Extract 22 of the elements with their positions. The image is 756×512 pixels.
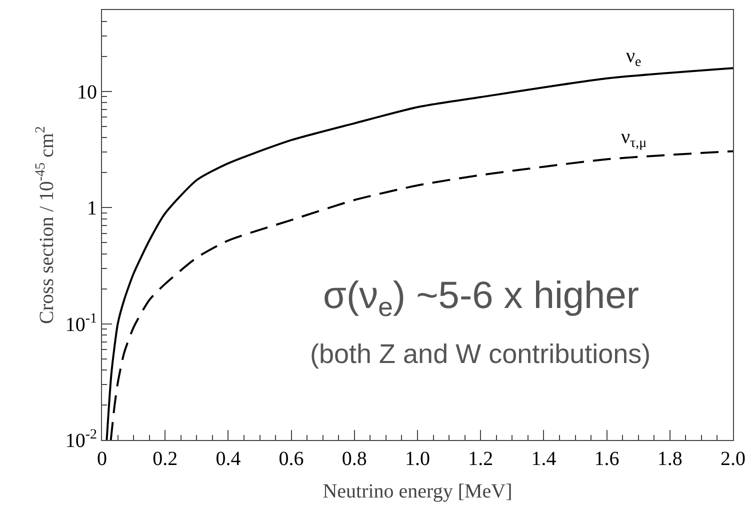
x-axis-title: Neutrino energy [MeV] bbox=[322, 480, 512, 502]
y-tick-label: 10$^{-1}$ bbox=[65, 311, 97, 336]
x-tick-label: 0.2 bbox=[152, 448, 178, 470]
x-tick-label: 1.6 bbox=[594, 448, 620, 470]
x-tick-label: 1.8 bbox=[657, 448, 682, 470]
annotation: (both Z and W contributions) bbox=[310, 339, 651, 369]
y-tick-label: 1 bbox=[87, 198, 97, 220]
x-tick-label: 0.6 bbox=[278, 448, 304, 470]
x-tick-label: 1.2 bbox=[468, 448, 494, 470]
y-tick-label: 10 bbox=[77, 81, 97, 104]
x-tick-label: 1.0 bbox=[405, 448, 430, 470]
x-tick-label: 0 bbox=[97, 448, 107, 470]
x-tick-label: 1.4 bbox=[531, 448, 556, 470]
x-tick-label: 0.8 bbox=[342, 448, 367, 470]
line-series bbox=[110, 150, 733, 440]
series-label: ν$_{e}$ bbox=[626, 45, 642, 70]
series-label: ν$_{τ,μ}$ bbox=[621, 126, 647, 152]
y-tick-label: 10$^{-2}$ bbox=[65, 428, 97, 452]
line-series bbox=[106, 67, 733, 440]
annotation: σ(ν$_{e}$) ~5-6 x higher bbox=[323, 275, 640, 322]
x-tick-label: 2.0 bbox=[720, 448, 746, 470]
x-tick-label: 0.4 bbox=[216, 448, 241, 470]
